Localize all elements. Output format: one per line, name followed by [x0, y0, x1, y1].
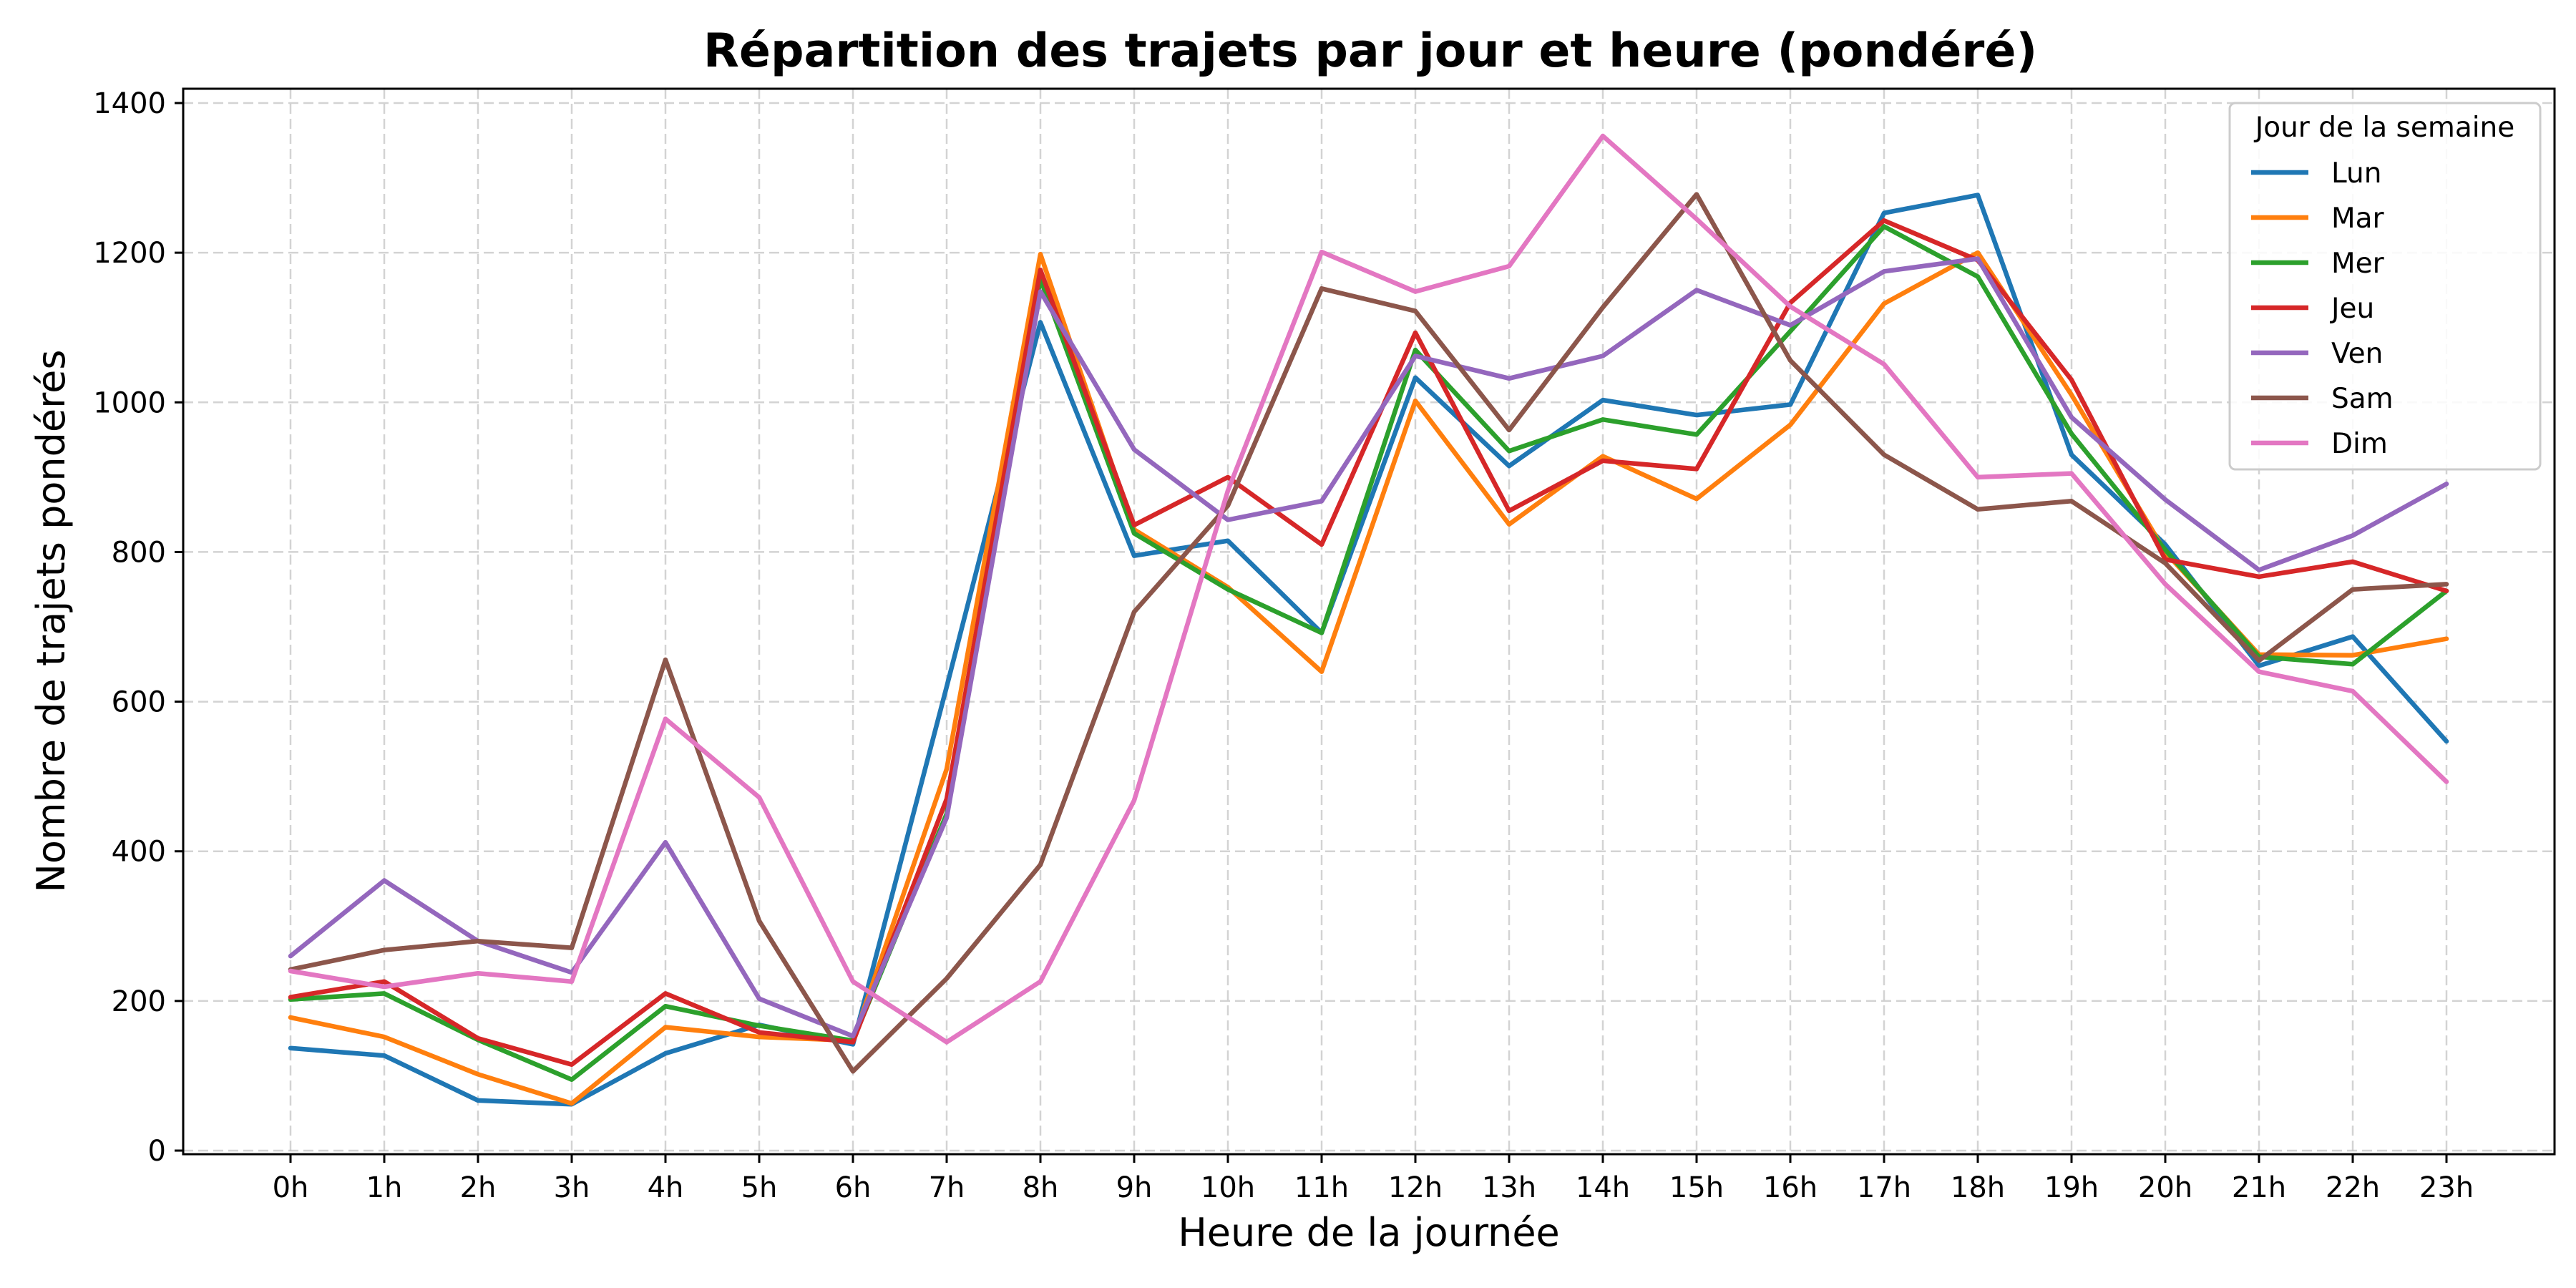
x-tick-label: 6h: [835, 1171, 872, 1204]
series-line-mer: [288, 224, 2449, 1082]
y-tick-label: 1200: [93, 237, 166, 270]
x-tick-label: 14h: [1576, 1171, 1630, 1204]
y-tick-label: 400: [112, 836, 166, 869]
x-tick-label: 13h: [1482, 1171, 1536, 1204]
x-tick-label: 23h: [2419, 1171, 2474, 1204]
x-tick-label: 5h: [741, 1171, 778, 1204]
y-tick-label: 1400: [93, 87, 166, 120]
legend-label-lun: Lun: [2331, 157, 2381, 190]
legend-label-mar: Mar: [2331, 203, 2385, 235]
x-tick-label: 8h: [1023, 1171, 1059, 1204]
y-axis-ticks: 0 200 400 600 800 1000 1200 1400: [93, 87, 183, 1168]
x-tick-label: 11h: [1294, 1171, 1349, 1204]
legend-title: Jour de la semaine: [2253, 112, 2515, 144]
y-tick-label: 1000: [93, 386, 166, 419]
series-line-dim: [288, 133, 2449, 1045]
series-line-sam: [288, 192, 2449, 1074]
legend-label-sam: Sam: [2331, 383, 2394, 415]
x-tick-label: 4h: [648, 1171, 684, 1204]
y-tick-label: 200: [112, 985, 166, 1018]
x-tick-label: 16h: [1763, 1171, 1818, 1204]
x-tick-label: 3h: [554, 1171, 590, 1204]
x-tick-label: 12h: [1388, 1171, 1443, 1204]
x-tick-label: 15h: [1669, 1171, 1724, 1204]
x-tick-label: 21h: [2232, 1171, 2286, 1204]
legend: Jour de la semaine Lun Mar Mer Jeu Ven Sam Dim: [2228, 102, 2542, 471]
chart-title: Répartition des trajets par jour et heur…: [703, 24, 2037, 78]
x-tick-label: 2h: [460, 1171, 497, 1204]
x-tick-label: 10h: [1201, 1171, 1255, 1204]
legend-items: Lun Mar Mer Jeu Ven Sam Dim: [2251, 157, 2394, 460]
series-line-lun: [288, 192, 2449, 1107]
legend-label-jeu: Jeu: [2329, 293, 2374, 325]
series-lines: [288, 133, 2449, 1107]
series-line-mar: [288, 250, 2449, 1106]
x-tick-label: 22h: [2326, 1171, 2380, 1204]
legend-box: [2228, 102, 2542, 471]
plot-frame: [182, 87, 2556, 1156]
series-line-ven: [288, 256, 2449, 1039]
x-tick-label: 20h: [2138, 1171, 2192, 1204]
y-tick-label: 800: [112, 536, 166, 569]
y-tick-label: 0: [148, 1135, 166, 1168]
x-axis-ticks: 0h 1h 2h 3h 4h 5h 6h 7h 8h 9h 10h 11h 12h 13h 14h 15h 16…: [273, 1154, 2474, 1204]
y-axis-label: Nombre de trajets pondérés: [29, 350, 74, 893]
x-tick-label: 0h: [273, 1171, 309, 1204]
x-tick-label: 17h: [1857, 1171, 1911, 1204]
series-line-jeu: [288, 218, 2449, 1067]
x-tick-label: 9h: [1116, 1171, 1153, 1204]
legend-label-dim: Dim: [2331, 428, 2388, 460]
x-tick-label: 7h: [929, 1171, 965, 1204]
x-tick-label: 19h: [2044, 1171, 2099, 1204]
grid: [183, 89, 2555, 1154]
x-tick-label: 18h: [1951, 1171, 2005, 1204]
legend-label-ven: Ven: [2331, 338, 2383, 370]
x-tick-label: 1h: [366, 1171, 403, 1204]
x-axis-label: Heure de la journée: [1178, 1210, 1560, 1255]
y-tick-label: 600: [112, 686, 166, 719]
legend-label-mer: Mer: [2331, 248, 2385, 280]
